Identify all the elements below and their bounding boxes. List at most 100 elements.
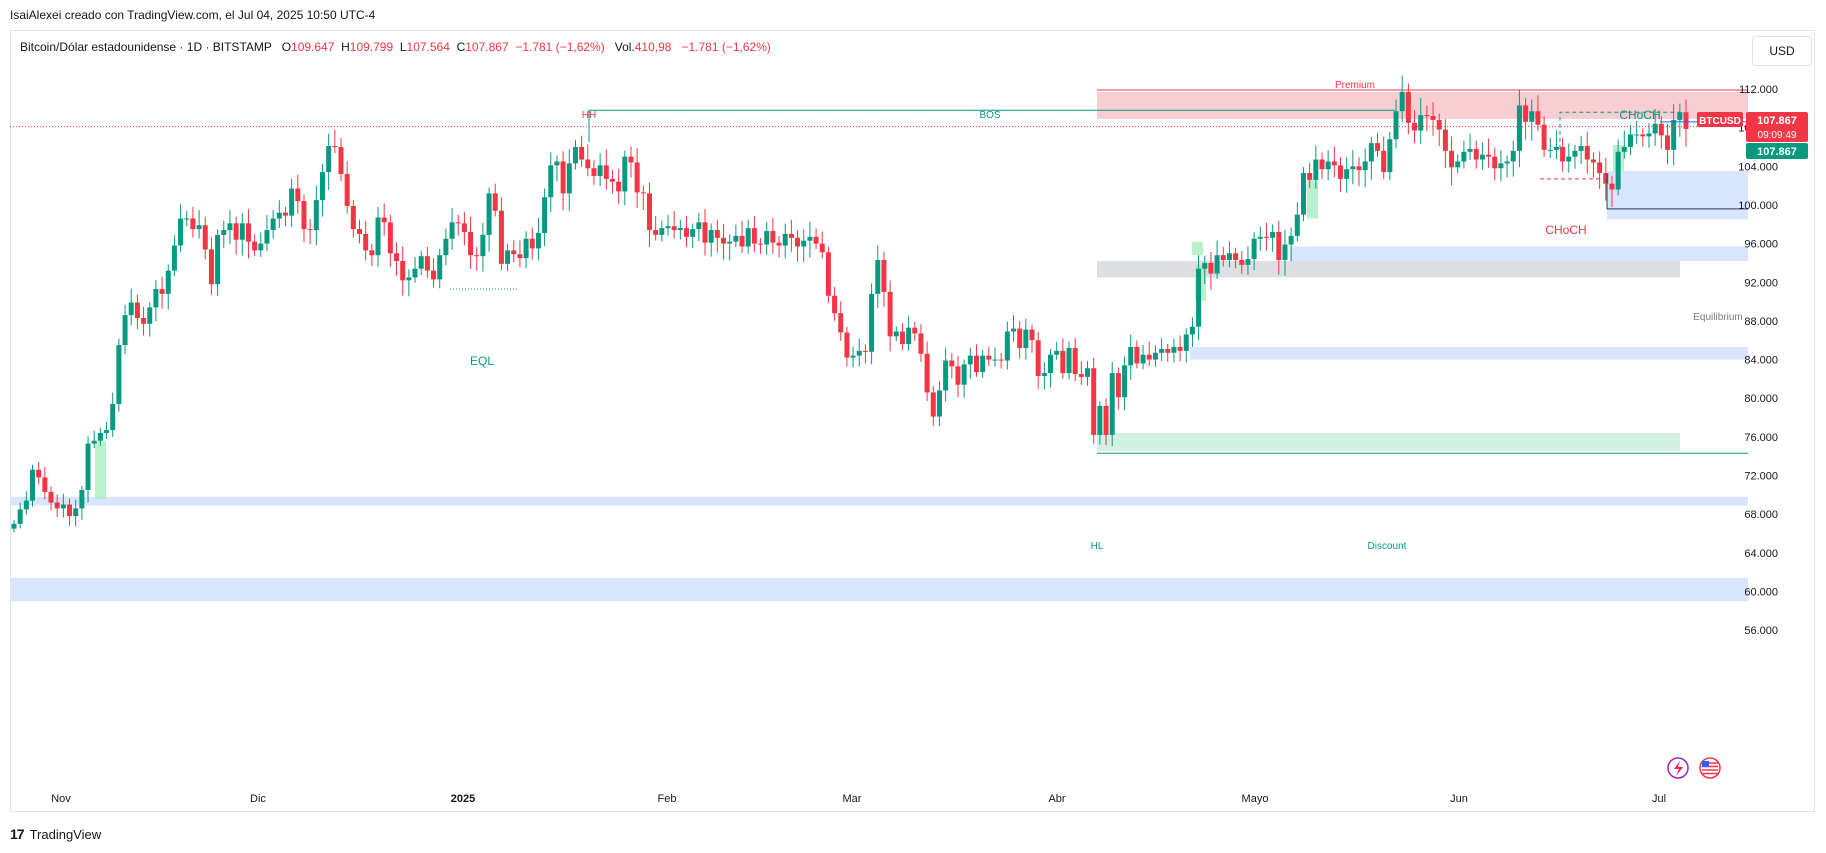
candle-body [1541,124,1547,150]
candle-body [782,233,788,246]
candle-body [1430,116,1436,120]
candle-body [714,230,720,238]
candle-body [1048,354,1054,374]
annotation-label: CHoCH [1619,108,1660,122]
candle-body [1449,150,1455,168]
candle-body [1455,161,1461,168]
price-change: −1.781 (−1,62%) [515,40,605,54]
candle-body [252,241,258,251]
candle-body [338,146,344,175]
candle-body [60,504,66,509]
candle-body [1165,348,1171,353]
bos-line [588,109,1395,143]
candle-body [856,350,862,356]
candle-body [1640,134,1646,137]
candle-body [233,223,239,240]
annotation-label: HH [582,110,596,121]
candle-body [1307,173,1313,180]
price-tick-label: 56.000 [1744,625,1778,637]
volume-label: Vol. [614,40,635,54]
price-tick-label: 104.000 [1738,161,1778,173]
candle-body [215,234,221,285]
zone-order-block [1290,246,1748,261]
candle-body [1196,268,1202,327]
candle-body [1313,159,1319,180]
currency-button[interactable]: USD [1752,36,1812,66]
candle-body [319,172,325,201]
candle-body [788,233,794,238]
candle-body [943,360,949,391]
secondary-price-tag-bg [1746,143,1808,159]
last-price-value: 107.867 [1757,115,1797,127]
candle-body [819,243,825,253]
candle-body [295,188,301,202]
candle-body [646,193,652,231]
candle-body [616,181,622,192]
candle-body [1208,262,1214,274]
annotation-label: BOS [979,110,1000,121]
candle-body [486,193,492,235]
candle-body [1560,146,1566,162]
candle-body [36,469,42,478]
candle-body [640,192,646,194]
candle-body [560,161,566,194]
candle-body [91,440,97,444]
candle-body [11,523,17,529]
candle-body [1319,159,1325,170]
candle-body [955,366,961,385]
annotation-label: Equilibrium [1693,312,1742,323]
low-label: L [399,40,407,54]
time-axis: Nov Dic 2025 Feb Mar Abr Mayo Jun Jul [51,793,1666,805]
candle-body [1103,405,1109,435]
price-tick-label: 84.000 [1744,355,1778,367]
candle-body [1159,348,1165,353]
candle-body [609,178,615,182]
candle-body [369,250,375,256]
candle-body [171,245,177,271]
candle-body [1337,165,1343,179]
candles-layer [11,75,1689,533]
footer-brand[interactable]: 17 TradingView [10,826,101,842]
price-tick-label: 92.000 [1744,277,1778,289]
candle-body [1270,232,1276,238]
time-tick-label: 2025 [451,793,475,805]
candle-body [1393,111,1399,140]
price-tick-label: 112.000 [1739,84,1778,96]
candle-body [332,146,338,148]
candle-body [227,223,233,231]
candle-body [1486,154,1492,157]
candle-body [424,256,430,271]
candle-body [1257,236,1263,239]
us-flag-canton [1702,761,1709,767]
candle-body [1263,236,1269,238]
candle-body [381,217,387,223]
candle-body [437,255,443,280]
candle-body [1085,368,1091,377]
candle-body [1066,347,1072,374]
candle-body [79,489,85,509]
candle-body [770,231,776,243]
candle-body [1282,244,1288,261]
candle-body [128,302,134,316]
candle-body [1473,148,1479,160]
candle-body [1652,123,1658,134]
candle-body [48,491,54,503]
high-label: H [341,40,350,54]
candle-body [591,168,597,176]
candle-body [653,230,659,235]
candle-body [159,289,165,294]
candle-body [1664,135,1670,150]
fvg-box [1307,178,1318,219]
candle-body [850,355,856,358]
candle-body [721,237,727,244]
candle-body [1461,151,1467,162]
candle-body [23,500,29,510]
candle-body [1646,133,1652,137]
candle-body [418,256,424,269]
symbol-tag-label: BTCUSD [1699,116,1741,127]
candle-body [529,238,535,249]
candle-body [1202,262,1208,269]
candle-body [511,250,517,255]
candle-body [1356,166,1362,171]
